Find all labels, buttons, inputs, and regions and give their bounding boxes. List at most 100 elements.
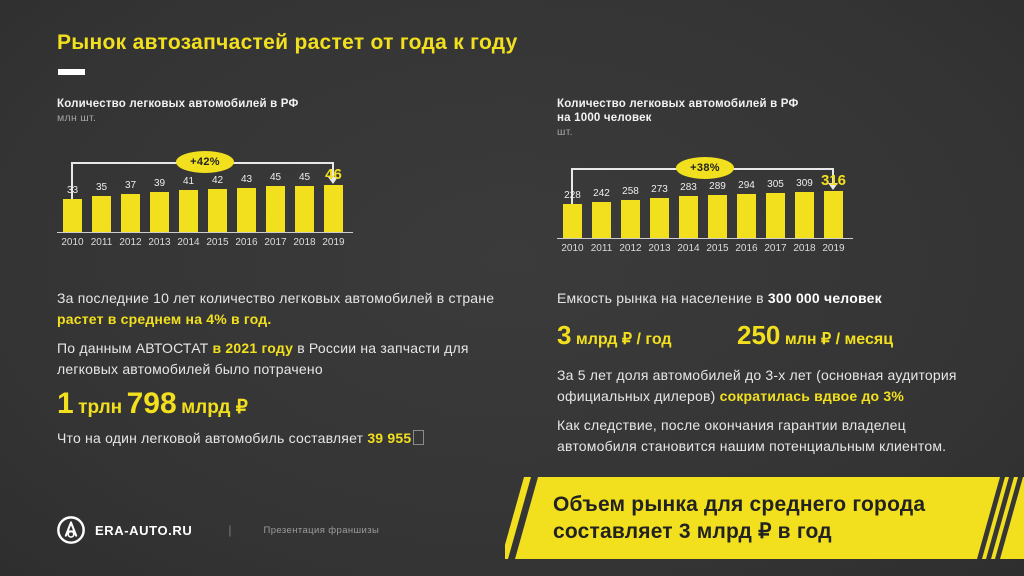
bar-value-label: 305 bbox=[767, 179, 784, 190]
bar-value-label: 43 bbox=[240, 174, 253, 185]
text-highlight: сократилась вдвое до 3% bbox=[719, 388, 905, 404]
bar bbox=[63, 199, 82, 233]
growth-bracket-start-line bbox=[71, 162, 73, 199]
x-tick-label: 2012 bbox=[119, 237, 142, 248]
x-tick-label: 2015 bbox=[206, 237, 229, 248]
figure-per-month: 250 млн ₽ / месяц bbox=[737, 320, 893, 351]
bar-series: 33 2010 35 2011 37 2012 39 2013 41 2014 42 2015 43 20… bbox=[57, 166, 353, 250]
left-chart-subtitle: млн шт. bbox=[57, 112, 97, 124]
chart-cars-total: +42% 33 2010 35 2011 37 2012 39 2013 41 2014 42 201… bbox=[57, 140, 353, 250]
text-highlight: в 2021 году bbox=[212, 340, 294, 356]
right-paragraph-conclusion: Как следствие, после окончания гарантии … bbox=[557, 417, 947, 454]
left-chart-title: Количество легковых автомобилей в РФ bbox=[57, 98, 299, 110]
bar-2012: 258 2012 bbox=[619, 186, 642, 256]
text-bold: 300 000 человек bbox=[767, 290, 882, 306]
bar-2011: 35 2011 bbox=[91, 182, 113, 250]
footer-divider: | bbox=[228, 523, 232, 537]
bar-2019: 316 2019 bbox=[821, 172, 846, 256]
x-tick-label: 2017 bbox=[764, 243, 787, 254]
banner-line2: составляет 3 млрд ₽ в год bbox=[553, 520, 832, 543]
page-title: Рынок автозапчастей растет от года к год… bbox=[57, 31, 518, 54]
bar-value-label: 42 bbox=[211, 175, 224, 186]
bar-2018: 45 2018 bbox=[293, 172, 316, 250]
bar-2016: 43 2016 bbox=[235, 174, 258, 250]
bar-value-label: 273 bbox=[651, 184, 668, 195]
growth-bracket-arrow-line bbox=[832, 168, 834, 183]
right-chart-title: Количество легковых автомобилей в РФ bbox=[557, 98, 799, 110]
unit: млрд ₽ bbox=[181, 397, 248, 418]
text-normal: Что на один легковой автомобиль составля… bbox=[57, 430, 364, 446]
unit: млрд ₽ / год bbox=[575, 331, 672, 348]
left-paragraph-avtostat: По данным АВТОСТАТ в 2021 году в России … bbox=[57, 338, 509, 380]
bar bbox=[795, 192, 814, 239]
bar bbox=[266, 186, 285, 233]
text-normal: По данным АВТОСТАТ bbox=[57, 340, 209, 356]
figure-per-year: 3 млрд ₽ / год bbox=[557, 320, 672, 351]
bar-value-label: 294 bbox=[738, 180, 755, 191]
bar-value-label: 45 bbox=[269, 172, 282, 183]
number: 1 bbox=[57, 387, 74, 420]
market-size-banner: Объем рынка для среднего города составля… bbox=[505, 477, 1024, 559]
text-normal: в России на запчасти для легковых автомо… bbox=[57, 340, 469, 377]
bar-value-label: 46 bbox=[325, 166, 342, 183]
bar-value-label: 37 bbox=[124, 180, 137, 191]
bar-value-label: 33 bbox=[66, 185, 79, 196]
text-highlight: 39 955 bbox=[367, 430, 412, 446]
arrow-down-icon bbox=[328, 177, 338, 184]
x-tick-label: 2016 bbox=[235, 237, 258, 248]
bar bbox=[324, 185, 343, 233]
unit: млн ₽ / месяц bbox=[784, 331, 894, 348]
text-normal: За последние 10 лет количество легковых … bbox=[57, 290, 495, 306]
bar bbox=[237, 188, 256, 233]
bar bbox=[92, 196, 111, 233]
x-tick-label: 2010 bbox=[61, 237, 84, 248]
unit: трлн bbox=[78, 397, 123, 418]
x-tick-label: 2018 bbox=[293, 237, 316, 248]
number: 798 bbox=[126, 387, 177, 420]
bar bbox=[150, 192, 169, 233]
bar bbox=[621, 200, 640, 239]
bar bbox=[766, 193, 785, 239]
bar bbox=[737, 194, 756, 239]
right-chart-title-line2: на 1000 человек bbox=[557, 112, 652, 124]
x-tick-label: 2012 bbox=[619, 243, 642, 254]
bar-2010: 33 2010 bbox=[61, 185, 84, 250]
bar-2010: 228 2010 bbox=[561, 190, 583, 256]
bar bbox=[563, 204, 582, 239]
bar bbox=[650, 198, 669, 239]
x-tick-label: 2016 bbox=[735, 243, 758, 254]
bar bbox=[121, 194, 140, 233]
x-tick-label: 2018 bbox=[793, 243, 816, 254]
bar-2011: 242 2011 bbox=[590, 188, 613, 256]
number: 250 bbox=[737, 320, 781, 350]
x-tick-label: 2014 bbox=[177, 237, 200, 248]
growth-badge: +42% bbox=[176, 151, 234, 173]
growth-bracket-arrow-line bbox=[332, 162, 334, 177]
bar bbox=[824, 191, 843, 239]
banner-line1: Объем рынка для среднего города bbox=[553, 493, 926, 516]
bar-series: 228 2010 242 2011 258 2012 273 2013 283 2014 289 20… bbox=[557, 172, 853, 256]
x-tick-label: 2017 bbox=[264, 237, 287, 248]
number: 3 bbox=[557, 320, 572, 350]
right-paragraph-capacity: Емкость рынка на население в 300 000 чел… bbox=[557, 288, 987, 309]
bar bbox=[592, 202, 611, 239]
right-chart-subtitle: шт. bbox=[557, 126, 573, 138]
bar-2013: 273 2013 bbox=[648, 184, 670, 256]
x-tick-label: 2019 bbox=[322, 237, 345, 248]
x-axis-line bbox=[557, 238, 853, 239]
bar-2013: 39 2013 bbox=[148, 178, 170, 250]
text-normal: За 5 лет доля автомобилей до 3-х лет (ос… bbox=[557, 367, 957, 404]
bar-value-label: 289 bbox=[709, 181, 726, 192]
bar-value-label: 39 bbox=[153, 178, 166, 189]
left-paragraph-per-car: Что на один легковой автомобиль составля… bbox=[57, 428, 509, 449]
x-tick-label: 2014 bbox=[677, 243, 700, 254]
x-axis-line bbox=[57, 232, 353, 233]
missing-glyph-box-icon bbox=[413, 430, 425, 445]
text-normal: Емкость рынка на население в bbox=[557, 290, 764, 306]
bar bbox=[679, 196, 698, 239]
bar-2016: 294 2016 bbox=[735, 180, 758, 256]
x-tick-label: 2015 bbox=[706, 243, 729, 254]
x-tick-label: 2011 bbox=[590, 243, 613, 254]
chart-cars-per-1000: +38% 228 2010 242 2011 258 2012 273 2013 283 2014… bbox=[557, 146, 853, 256]
